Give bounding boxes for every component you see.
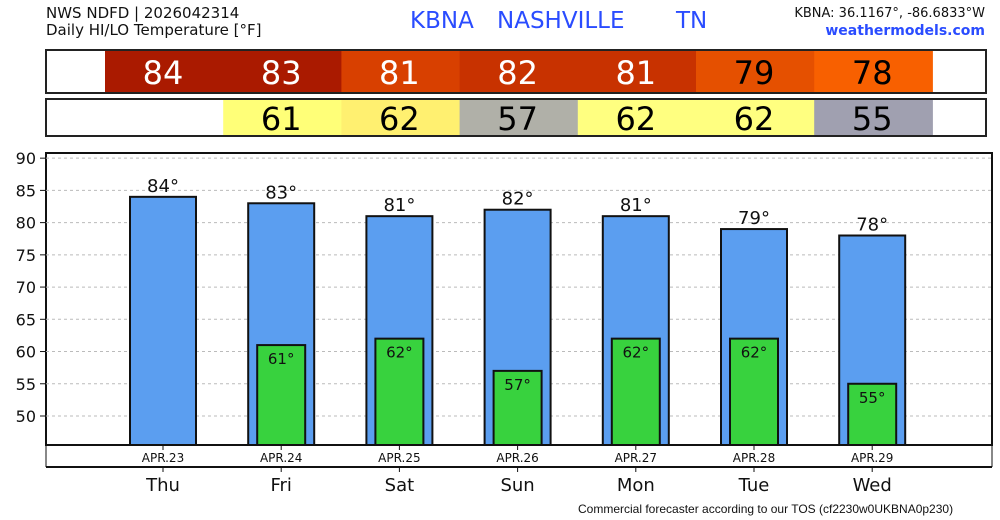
low-cell-value: 62 <box>734 100 775 138</box>
low-cell-value: 55 <box>852 100 893 138</box>
low-bar-label: 62° <box>741 344 768 362</box>
day-label: Fri <box>270 475 291 496</box>
day-label: Sat <box>385 475 415 496</box>
date-label: APR.28 <box>733 451 775 465</box>
date-label: APR.24 <box>260 451 302 465</box>
y-tick-label: 50 <box>16 407 36 426</box>
low-bar-label: 61° <box>268 350 295 368</box>
high-cell <box>105 51 224 92</box>
y-tick-label: 75 <box>16 246 36 265</box>
high-cell-value: 82 <box>497 54 538 92</box>
product-title: NWS NDFD | 2026042314 <box>46 4 240 22</box>
state-name: TN <box>676 8 708 34</box>
low-cell <box>696 100 815 135</box>
day-label: Sun <box>500 475 534 496</box>
high-bar-label: 78° <box>856 215 888 236</box>
low-cell <box>814 100 933 135</box>
high-bar <box>129 195 197 446</box>
y-tick-label: 85 <box>16 181 36 200</box>
high-cell <box>223 51 342 92</box>
low-bar <box>256 344 307 446</box>
y-tick-label: 55 <box>16 375 36 394</box>
date-label: APR.23 <box>142 451 184 465</box>
high-cell <box>459 51 579 92</box>
site-link[interactable]: weathermodels.com <box>825 23 985 39</box>
day-label: Thu <box>145 475 180 496</box>
low-bar <box>729 337 779 447</box>
high-cell-value: 81 <box>615 54 656 92</box>
high-bar-label: 81° <box>620 195 652 216</box>
date-label: APR.25 <box>378 451 420 465</box>
low-cell-value: 62 <box>615 100 656 138</box>
high-cell <box>814 51 933 92</box>
high-cell-value: 81 <box>379 54 420 92</box>
high-bar-label: 79° <box>738 208 770 229</box>
high-bar-label: 84° <box>147 176 179 197</box>
high-cell-value: 78 <box>852 54 893 92</box>
y-tick-label: 90 <box>16 149 36 168</box>
footer-note: Commercial forecaster according to our T… <box>578 502 954 516</box>
day-label: Mon <box>617 475 655 496</box>
high-cell <box>696 51 815 92</box>
high-cell <box>341 51 461 92</box>
high-cell-value: 83 <box>261 54 302 92</box>
high-bar-label: 81° <box>383 195 415 216</box>
station-id: KBNA <box>410 8 474 34</box>
low-cell <box>577 100 697 135</box>
low-bar <box>492 369 543 447</box>
date-label: APR.27 <box>615 451 657 465</box>
day-label: Wed <box>853 475 892 496</box>
y-tick-label: 80 <box>16 214 36 233</box>
high-bar-label: 82° <box>502 189 534 210</box>
low-cell <box>459 100 579 135</box>
chart-subtitle: Daily HI/LO Temperature [°F] <box>46 21 262 39</box>
low-row-box <box>45 98 987 137</box>
low-bar-label: 57° <box>504 376 531 394</box>
low-bar <box>847 382 898 446</box>
low-bar-label: 62° <box>386 344 413 362</box>
y-tick-label: 60 <box>16 343 36 362</box>
low-bar <box>610 337 661 447</box>
low-cell-value: 61 <box>261 100 302 138</box>
low-bar <box>374 337 425 447</box>
high-cell-value: 79 <box>734 54 775 92</box>
y-tick-label: 65 <box>16 310 36 329</box>
low-cell-value: 62 <box>379 100 420 138</box>
high-cell-value: 84 <box>143 54 184 92</box>
y-tick-label: 70 <box>16 278 36 297</box>
date-label: APR.29 <box>851 451 893 465</box>
low-cell <box>223 100 342 135</box>
low-bar-label: 55° <box>859 389 886 407</box>
station-coords: KBNA: 36.1167°, -86.6833°W <box>794 6 985 21</box>
high-bar-label: 83° <box>265 182 297 203</box>
date-label: APR.26 <box>496 451 538 465</box>
day-label: Tue <box>738 475 770 496</box>
high-cell <box>577 51 697 92</box>
low-cell-value: 57 <box>497 100 538 138</box>
city-name: NASHVILLE <box>497 8 625 34</box>
low-cell <box>341 100 461 135</box>
low-bar-label: 62° <box>623 344 650 362</box>
